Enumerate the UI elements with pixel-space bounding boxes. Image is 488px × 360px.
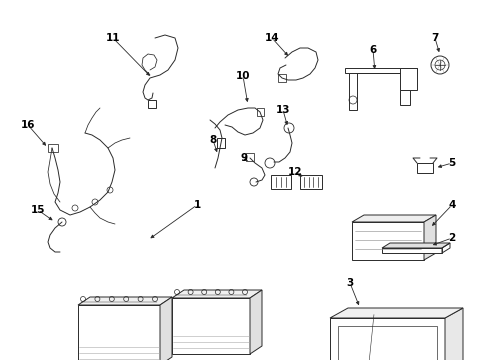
- Polygon shape: [345, 68, 416, 73]
- Polygon shape: [172, 290, 262, 298]
- Text: 6: 6: [368, 45, 376, 55]
- Text: 1: 1: [193, 200, 200, 210]
- Text: 15: 15: [31, 205, 45, 215]
- Polygon shape: [351, 222, 423, 260]
- Polygon shape: [399, 90, 409, 105]
- Polygon shape: [351, 215, 435, 222]
- Polygon shape: [249, 290, 262, 354]
- Text: 2: 2: [447, 233, 455, 243]
- Polygon shape: [78, 305, 160, 360]
- Polygon shape: [399, 68, 416, 90]
- Polygon shape: [329, 308, 462, 318]
- Polygon shape: [172, 298, 249, 354]
- Polygon shape: [381, 243, 449, 248]
- Text: 10: 10: [235, 71, 250, 81]
- Text: 5: 5: [447, 158, 455, 168]
- Text: 8: 8: [209, 135, 216, 145]
- Text: 16: 16: [20, 120, 35, 130]
- Text: 3: 3: [346, 278, 353, 288]
- Polygon shape: [423, 215, 435, 260]
- Text: 7: 7: [430, 33, 438, 43]
- Polygon shape: [329, 318, 444, 360]
- Text: 4: 4: [447, 200, 455, 210]
- Polygon shape: [78, 297, 172, 305]
- Polygon shape: [348, 73, 356, 110]
- Text: 14: 14: [264, 33, 279, 43]
- Text: 11: 11: [105, 33, 120, 43]
- Polygon shape: [444, 308, 462, 360]
- Text: 9: 9: [240, 153, 247, 163]
- Text: 13: 13: [275, 105, 290, 115]
- Polygon shape: [160, 297, 172, 360]
- Polygon shape: [381, 248, 441, 253]
- Text: 12: 12: [287, 167, 302, 177]
